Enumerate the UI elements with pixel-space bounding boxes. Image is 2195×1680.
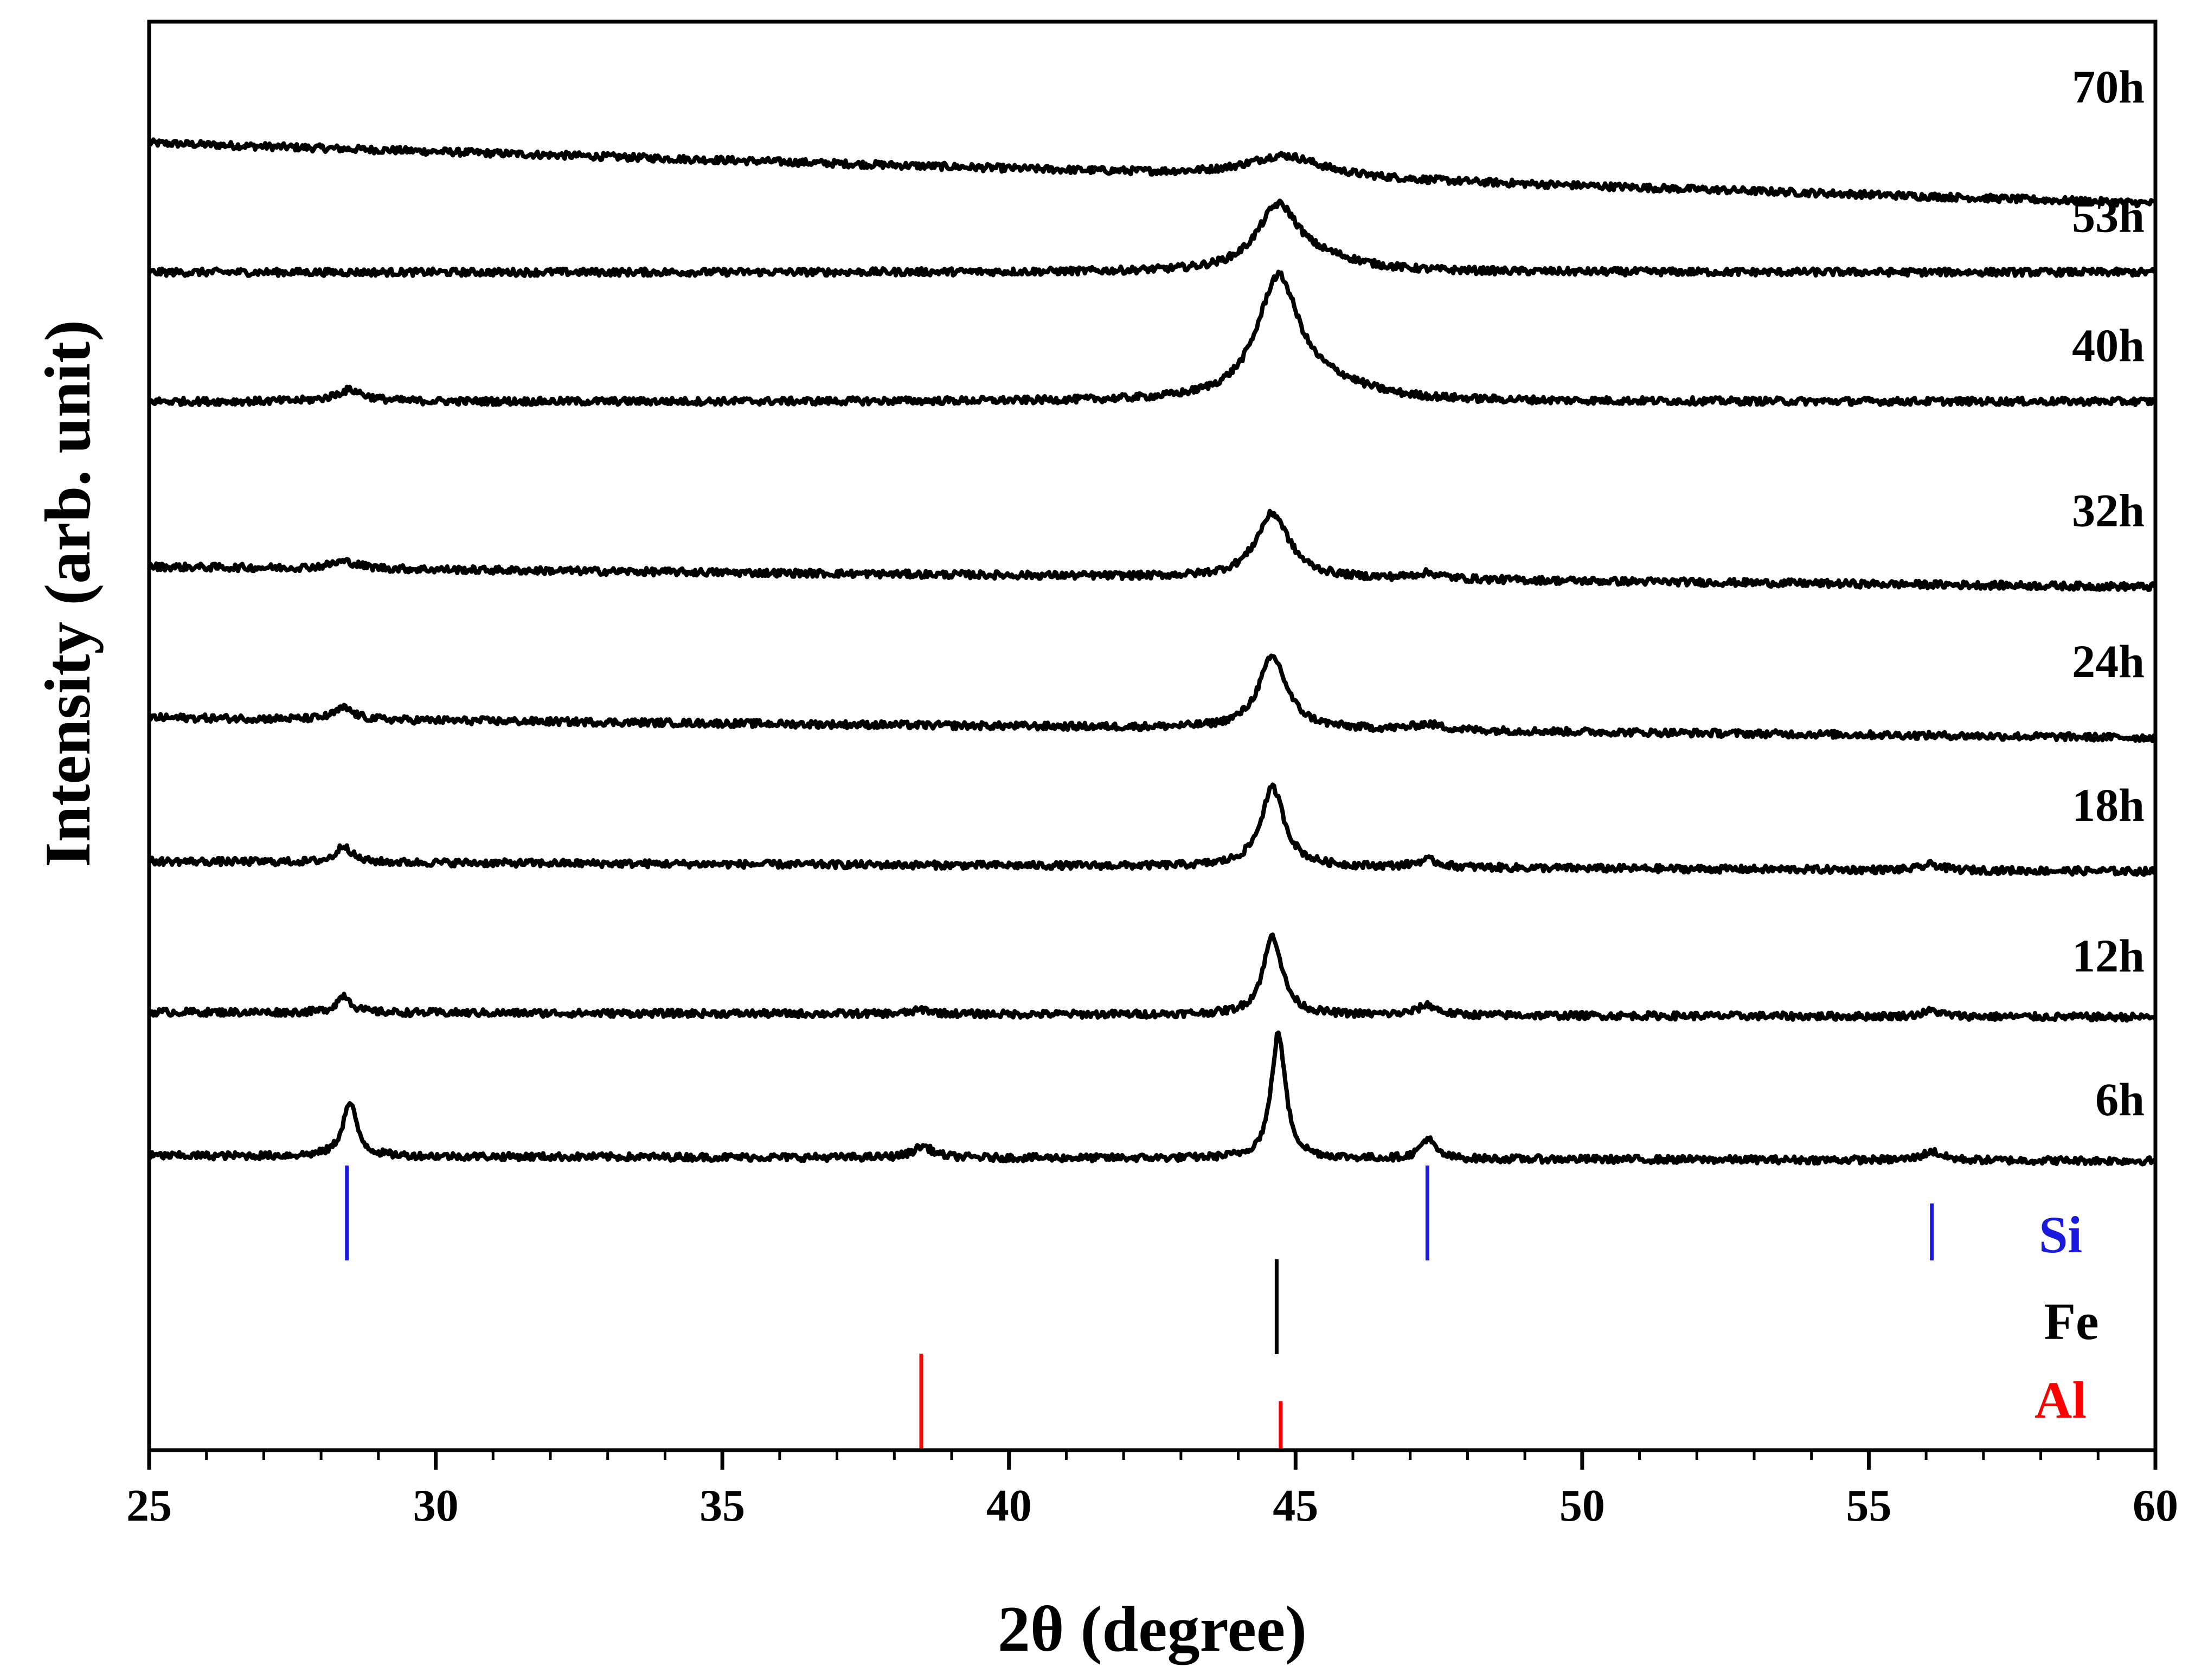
x-axis-tick-labels: 25 30 35 40 45 50 55 60 xyxy=(126,1481,2178,1531)
ref-label-Fe: Fe xyxy=(2044,1292,2098,1350)
x-tick-label: 35 xyxy=(699,1481,745,1531)
series-label-6h: 6h xyxy=(2095,1073,2145,1125)
series-label-70h: 70h xyxy=(2072,61,2145,113)
series-label-24h: 24h xyxy=(2072,635,2145,687)
series-line-18h xyxy=(147,782,2157,877)
series-line-12h xyxy=(147,932,2158,1023)
series-label-53h: 53h xyxy=(2072,190,2145,242)
x-tick-label: 40 xyxy=(986,1481,1032,1531)
series-line-70h xyxy=(147,137,2157,209)
series-label-32h: 32h xyxy=(2072,485,2145,537)
series-label-12h: 12h xyxy=(2072,930,2145,982)
series-label-18h: 18h xyxy=(2072,779,2145,831)
x-axis-title: 2θ (degree) xyxy=(998,1593,1307,1665)
x-tick-label: 25 xyxy=(126,1481,172,1531)
series-line-53h xyxy=(147,198,2157,278)
ref-label-Al: Al xyxy=(2034,1371,2087,1429)
series-layer xyxy=(147,137,2158,1167)
x-tick-label: 50 xyxy=(1559,1481,1605,1531)
series-line-24h xyxy=(147,653,2158,744)
series-line-32h xyxy=(147,508,2157,592)
series-line-40h xyxy=(148,269,2158,407)
x-tick-label: 60 xyxy=(2133,1481,2178,1531)
series-line-6h xyxy=(147,1030,2158,1167)
ref-label-Si: Si xyxy=(2039,1206,2082,1264)
reference-labels: Si Fe Al xyxy=(2034,1206,2099,1429)
x-axis-ticks xyxy=(147,1450,2158,1470)
x-tick-label: 30 xyxy=(413,1481,459,1531)
x-tick-label: 45 xyxy=(1273,1481,1318,1531)
x-tick-label: 55 xyxy=(1846,1481,1891,1531)
series-label-40h: 40h xyxy=(2072,319,2145,371)
reference-patterns xyxy=(345,1166,1934,1449)
series-labels: 70h 53h 40h 32h 24h 18h 12h 6h xyxy=(2072,61,2145,1125)
y-axis-title: Intensity (arb. unit) xyxy=(31,320,104,867)
